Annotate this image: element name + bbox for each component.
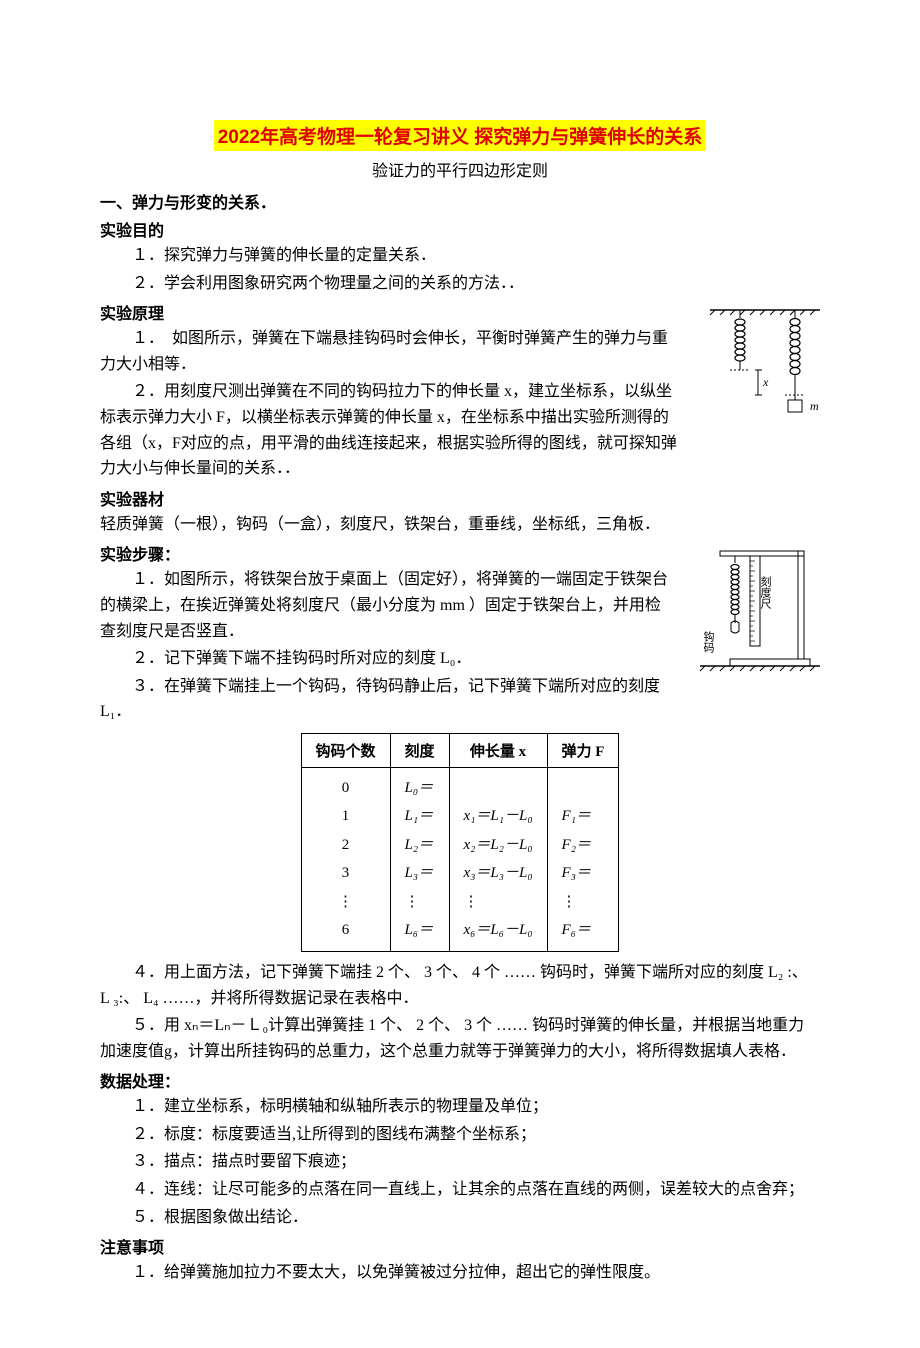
- note-1: １．给弹簧施加拉力不要太大，以免弹簧被过分拉伸，超出它的弹性限度。: [100, 1260, 820, 1286]
- col-extension: 伸长量 x: [449, 733, 547, 767]
- fig1-m-label: m: [810, 399, 819, 413]
- principle-head: 实验原理: [100, 300, 680, 324]
- purpose-1: １．探究弹力与弹簧的伸长量的定量关系．: [100, 243, 820, 269]
- step-1: １．如图所示，将铁架台放于桌面上（固定好），将弹簧的一端固定于铁架台的横梁上，在…: [100, 567, 670, 644]
- data-proc-head: 数据处理：: [100, 1068, 820, 1092]
- step-2: ２．记下弹簧下端不挂钩码时所对应的刻度 L₀．: [100, 646, 670, 672]
- col-count: 钩码个数: [301, 733, 390, 767]
- section-1-head: 一、弹力与形变的关系．: [100, 189, 820, 213]
- main-title: 2022年高考物理一轮复习讲义 探究弹力与弹簧伸长的关系: [214, 120, 707, 151]
- data-5: ５．根据图象做出结论．: [100, 1205, 820, 1231]
- equipment-line: 轻质弹簧（一根），钩码（一盒），刻度尺，铁架台，重垂线，坐标纸，三角板．: [100, 512, 820, 538]
- principle-1: １． 如图所示，弹簧在下端悬挂钩码时会伸长，平衡时弹簧产生的弹力与重力大小相等．: [100, 326, 680, 377]
- principle-block: 实验原理 １． 如图所示，弹簧在下端悬挂钩码时会伸长，平衡时弹簧产生的弹力与重力…: [100, 300, 820, 482]
- subtitle: 验证力的平行四边形定则: [100, 157, 820, 181]
- principle-2: ２．用刻度尺测出弹簧在不同的钩码拉力下的伸长量 x，建立坐标系，以纵坐标表示弹力…: [100, 379, 680, 481]
- steps-head: 实验步骤：: [100, 541, 670, 565]
- step-4: ４．用上面方法，记下弹簧下端挂 2 个、 3 个、 4 个 …… 钩码时，弹簧下…: [100, 960, 820, 1011]
- data-3: ３．描点：描点时要留下痕迹；: [100, 1149, 820, 1175]
- table-header-row: 钩码个数 刻度 伸长量 x 弹力 F: [301, 733, 619, 767]
- fig1-x-label: x: [762, 375, 769, 389]
- table-body: 0 1 2 3 ⋮ 6 L₀＝ L₁＝ L₂＝ L₃＝ ⋮ L₆＝: [301, 767, 619, 951]
- data-table: 钩码个数 刻度 伸长量 x 弹力 F 0 1 2 3 ⋮ 6 L₀＝ L₁＝: [301, 733, 620, 952]
- equipment-head: 实验器材: [100, 486, 820, 510]
- ext-cell: x₁＝L₁－L₀ x₂＝L₂－L₀ x₃＝L₃－L₀ ⋮ x₆＝L₆－L₀: [449, 767, 547, 951]
- count-cell: 0 1 2 3 ⋮ 6: [301, 767, 390, 951]
- step-5: ５．用 xₙ＝Lₙ－Ｌ₀计算出弹簧挂 1 个、 2 个、 3 个 …… 钩码时弹…: [100, 1013, 820, 1064]
- page: 2022年高考物理一轮复习讲义 探究弹力与弹簧伸长的关系 验证力的平行四边形定则…: [0, 0, 920, 1348]
- stand-diagram-icon: 刻度尺 钩码: [690, 541, 830, 681]
- col-scale: 刻度: [390, 733, 449, 767]
- steps-block: 实验步骤： １．如图所示，将铁架台放于桌面上（固定好），将弹簧的一端固定于铁架台…: [100, 541, 820, 725]
- spring-diagram-icon: x m: [700, 300, 830, 430]
- purpose-head: 实验目的: [100, 217, 820, 241]
- force-cell: F₁＝ F₂＝ F₃＝ ⋮ F₆＝: [547, 767, 619, 951]
- data-1: １．建立坐标系，标明横轴和纵轴所表示的物理量及单位；: [100, 1094, 820, 1120]
- notes-head: 注意事项: [100, 1234, 820, 1258]
- scale-cell: L₀＝ L₁＝ L₂＝ L₃＝ ⋮ L₆＝: [390, 767, 449, 951]
- data-4: ４．连线：让尽可能多的点落在同一直线上，让其余的点落在直线的两侧，误差较大的点舍…: [100, 1177, 820, 1203]
- fig2-weight-label: 钩码: [702, 630, 715, 654]
- title-wrap: 2022年高考物理一轮复习讲义 探究弹力与弹簧伸长的关系: [100, 120, 820, 151]
- col-force: 弹力 F: [547, 733, 619, 767]
- data-2: ２．标度：标度要适当,让所得到的图线布满整个坐标系；: [100, 1122, 820, 1148]
- table-row: 0 1 2 3 ⋮ 6 L₀＝ L₁＝ L₂＝ L₃＝ ⋮ L₆＝: [301, 767, 619, 951]
- step-3: ３．在弹簧下端挂上一个钩码，待钩码静止后，记下弹簧下端所对应的刻度 L₁．: [100, 674, 670, 725]
- purpose-2: ２．学会利用图象研究两个物理量之间的关系的方法．．: [100, 271, 820, 297]
- fig2-ruler-label: 刻度尺: [759, 575, 772, 610]
